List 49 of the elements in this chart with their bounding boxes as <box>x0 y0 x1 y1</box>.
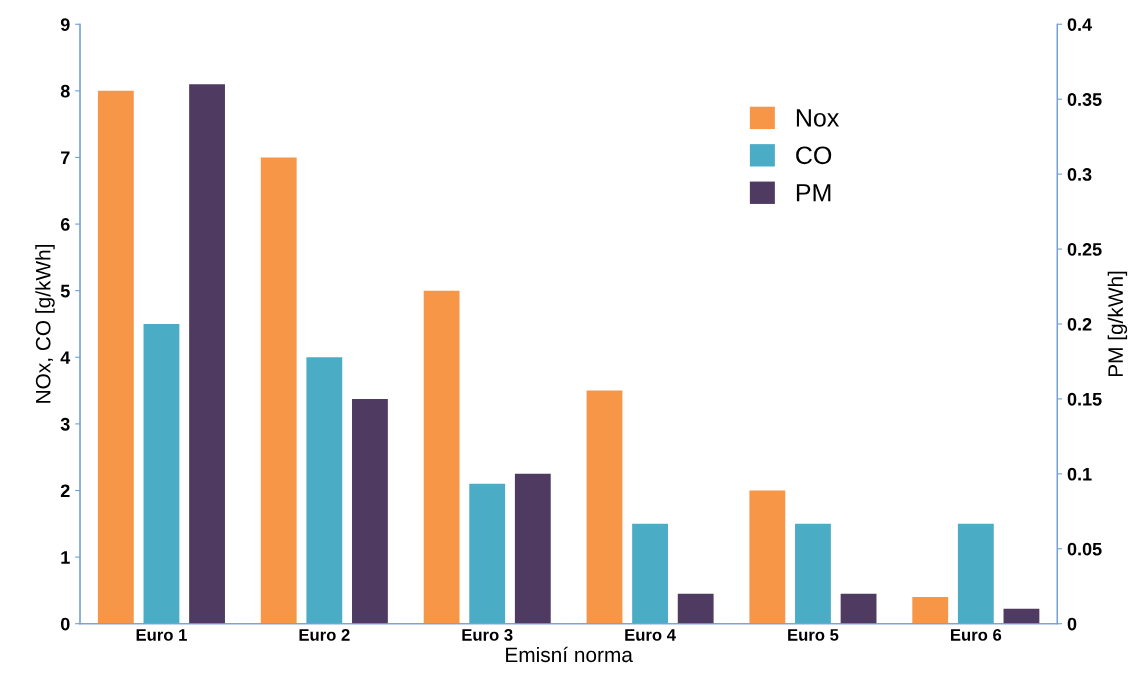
y-tick-label: 2 <box>60 484 70 498</box>
bar <box>912 597 949 624</box>
y-tick-label: 9 <box>60 18 70 31</box>
bar <box>586 390 623 624</box>
y-tick-label: 8 <box>60 84 70 98</box>
legend-label: Nox <box>796 109 840 127</box>
y2-tick-label: 0 <box>1067 617 1077 631</box>
bar <box>840 593 877 624</box>
x-tick-label: Euro 3 <box>462 629 513 641</box>
y-tick-label: 3 <box>60 417 70 431</box>
x-axis-title: Emisní norma <box>506 646 633 663</box>
y2-tick-label: 0.25 <box>1067 242 1102 256</box>
x-tick-label: Euro 4 <box>625 629 676 641</box>
bar <box>632 523 668 624</box>
bar <box>677 593 714 624</box>
y2-tick-label: 0.3 <box>1067 168 1092 181</box>
bar <box>749 490 786 624</box>
y-tick-label: 0 <box>60 617 70 631</box>
legend-label: PM <box>796 184 831 202</box>
x-tick-label: Euro 1 <box>136 629 187 641</box>
y2-tick-label: 0.35 <box>1067 93 1102 106</box>
bar <box>423 290 460 624</box>
bar <box>306 357 343 624</box>
y2-tick-label: 0.2 <box>1067 317 1092 331</box>
bar <box>97 90 134 624</box>
y2-axis-title: PM [g/kWh] <box>1107 271 1128 377</box>
bar <box>957 523 994 624</box>
y2-tick-label: 0.4 <box>1067 18 1092 31</box>
y2-tick-label: 0.05 <box>1067 542 1102 556</box>
y-tick-label: 1 <box>61 551 70 564</box>
x-tick-label: Euro 5 <box>788 629 839 641</box>
legend-label: CO <box>796 146 832 165</box>
bar <box>795 523 831 624</box>
bar <box>1003 608 1040 624</box>
bar <box>352 398 388 624</box>
y-tick-label: 5 <box>60 284 70 298</box>
bar <box>189 84 225 624</box>
y-tick-label: 4 <box>60 351 71 364</box>
y2-tick-label: 0.15 <box>1067 392 1102 406</box>
x-tick-label: Euro 6 <box>951 629 1002 641</box>
y-tick-label: 6 <box>60 218 70 231</box>
bar <box>514 473 551 624</box>
bar <box>143 323 180 624</box>
bar <box>469 483 506 624</box>
bar <box>260 157 297 624</box>
y-axis-title: NOx, CO [g/kWh] <box>35 245 55 403</box>
y-tick-label: 7 <box>61 151 70 165</box>
x-tick-label: Euro 2 <box>299 629 350 641</box>
y2-tick-label: 0.1 <box>1067 467 1092 481</box>
